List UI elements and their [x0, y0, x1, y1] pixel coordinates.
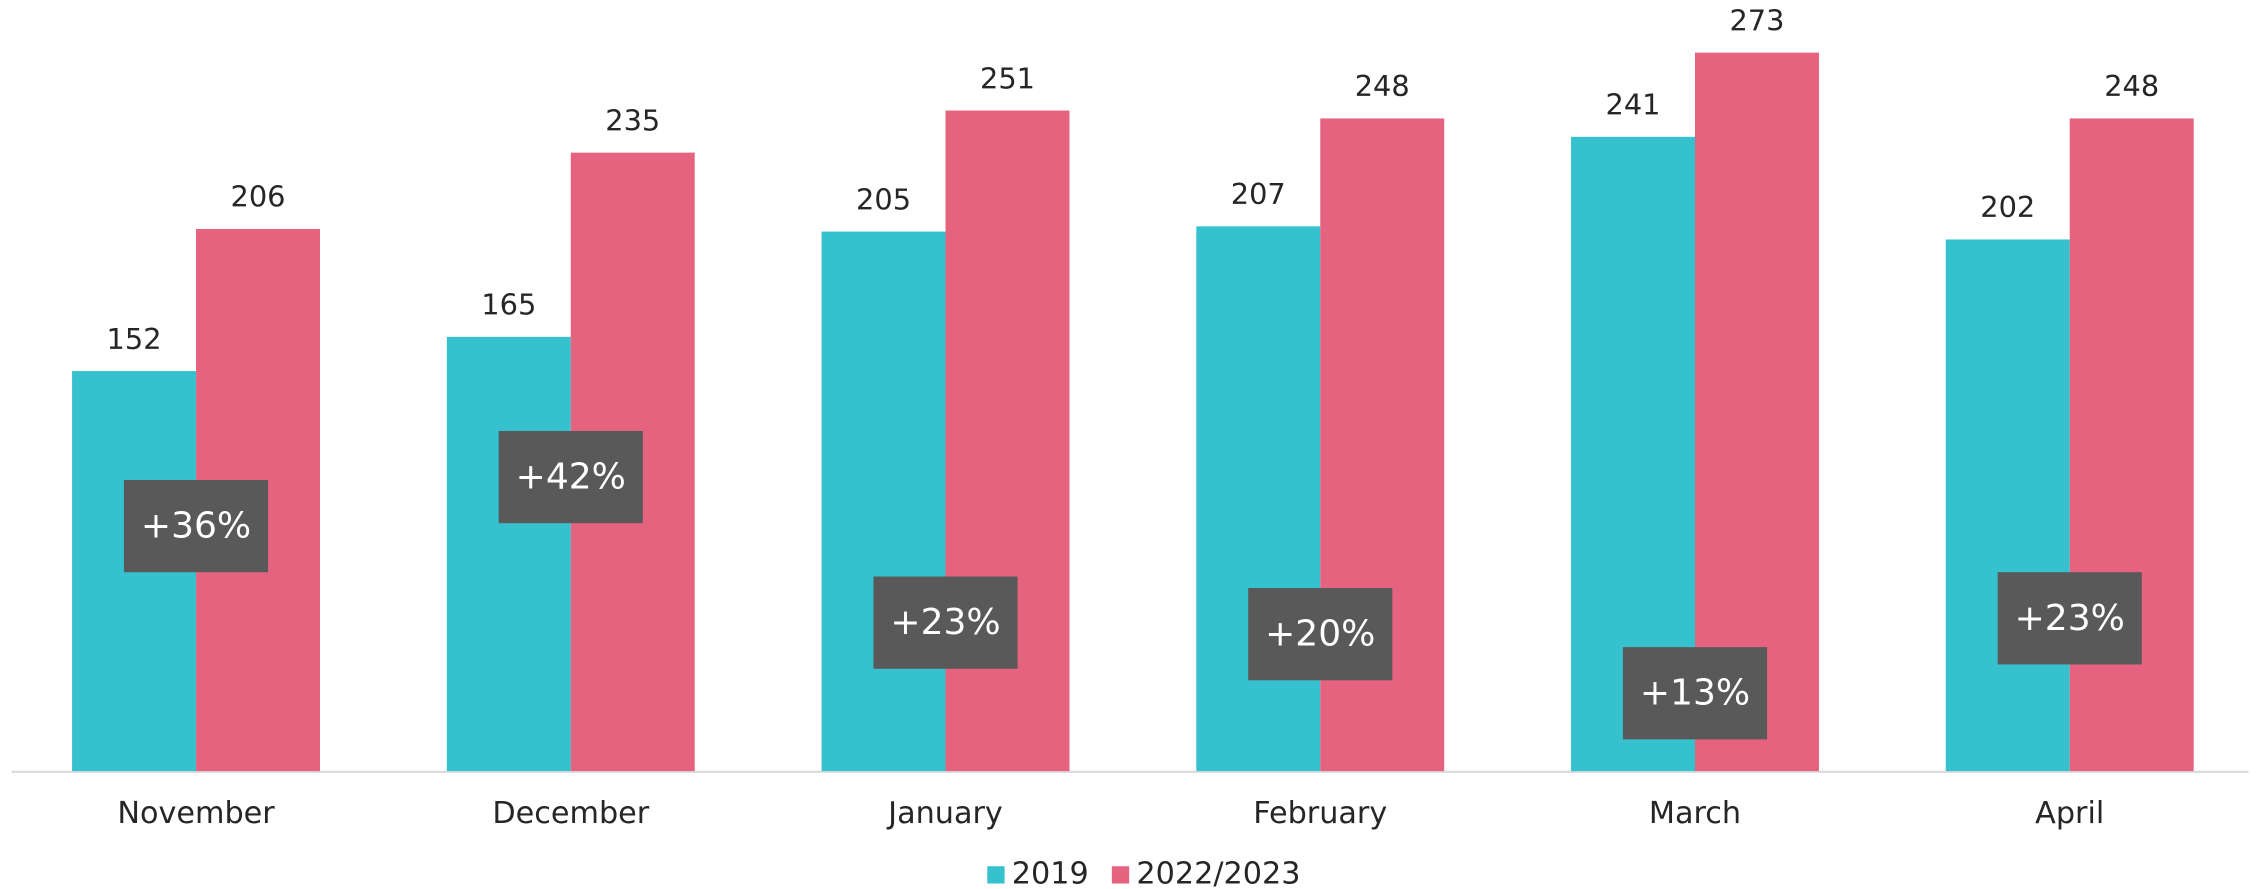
annotation: +23% — [890, 602, 1000, 643]
x-tick-label: November — [117, 796, 275, 831]
data-label: 273 — [1729, 3, 1784, 37]
bar — [1945, 239, 2070, 772]
annotation-box — [1248, 588, 1393, 681]
data-label: 241 — [1606, 88, 1661, 122]
annotation: +42% — [516, 457, 626, 498]
legend-swatch — [987, 866, 1005, 884]
annotation-box — [1622, 647, 1768, 740]
data-label: 202 — [1980, 190, 2035, 224]
x-tick-label: December — [492, 796, 649, 831]
annotation: +36% — [141, 506, 251, 547]
data-label: 207 — [1231, 177, 1286, 211]
data-label: 206 — [231, 180, 286, 214]
x-tick-label: March — [1649, 796, 1741, 831]
data-label: 248 — [1355, 69, 1410, 103]
bar — [446, 336, 571, 772]
annotation-box — [1997, 572, 2142, 665]
data-label: 152 — [107, 322, 162, 356]
data-label: 205 — [856, 182, 911, 216]
legend-label: 2022/2023 — [1136, 856, 1300, 889]
bar — [945, 110, 1070, 772]
x-tick-label: April — [2035, 796, 2104, 831]
bar — [821, 231, 946, 772]
annotation: +13% — [1640, 673, 1750, 714]
data-label: 165 — [481, 288, 536, 322]
annotation-box — [123, 479, 269, 573]
annotation-box — [498, 430, 643, 524]
annotation: +23% — [2015, 598, 2125, 639]
bar — [2069, 118, 2194, 772]
data-label: 235 — [605, 103, 660, 137]
x-tick-label: January — [886, 796, 1003, 831]
legend-swatch — [1111, 866, 1130, 884]
data-label: 251 — [980, 61, 1035, 95]
annotation: +20% — [1265, 614, 1375, 655]
annotation-box — [873, 576, 1018, 669]
x-tick-label: February — [1253, 796, 1387, 831]
data-label: 248 — [2104, 69, 2159, 103]
legend-label: 2019 — [1012, 856, 1089, 889]
bar — [1196, 226, 1321, 772]
